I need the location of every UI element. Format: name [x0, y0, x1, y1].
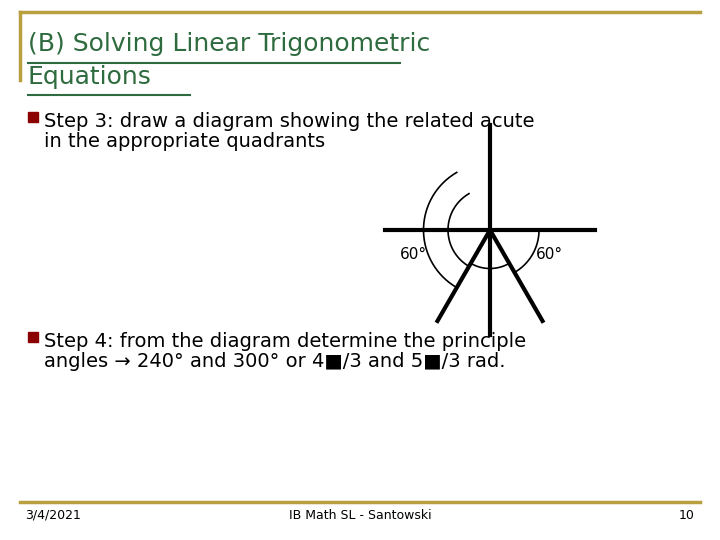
Bar: [28, 332, 38, 342]
Text: angles → 240° and 300° or 4■/3 and 5■/3 rad.: angles → 240° and 300° or 4■/3 and 5■/3 …: [44, 352, 505, 371]
Bar: [28, 112, 38, 122]
Text: 60°: 60°: [536, 247, 563, 262]
Text: Step 4: from the diagram determine the principle: Step 4: from the diagram determine the p…: [44, 332, 526, 351]
Text: (B) Solving Linear Trigonometric: (B) Solving Linear Trigonometric: [28, 32, 431, 56]
Text: Equations: Equations: [28, 65, 152, 89]
Text: in the appropriate quadrants: in the appropriate quadrants: [44, 132, 325, 151]
Text: Step 3: draw a diagram showing the related acute: Step 3: draw a diagram showing the relat…: [44, 112, 534, 131]
Text: 3/4/2021: 3/4/2021: [25, 509, 81, 522]
Text: 10: 10: [679, 509, 695, 522]
Text: 60°: 60°: [400, 247, 426, 262]
Text: IB Math SL - Santowski: IB Math SL - Santowski: [289, 509, 431, 522]
